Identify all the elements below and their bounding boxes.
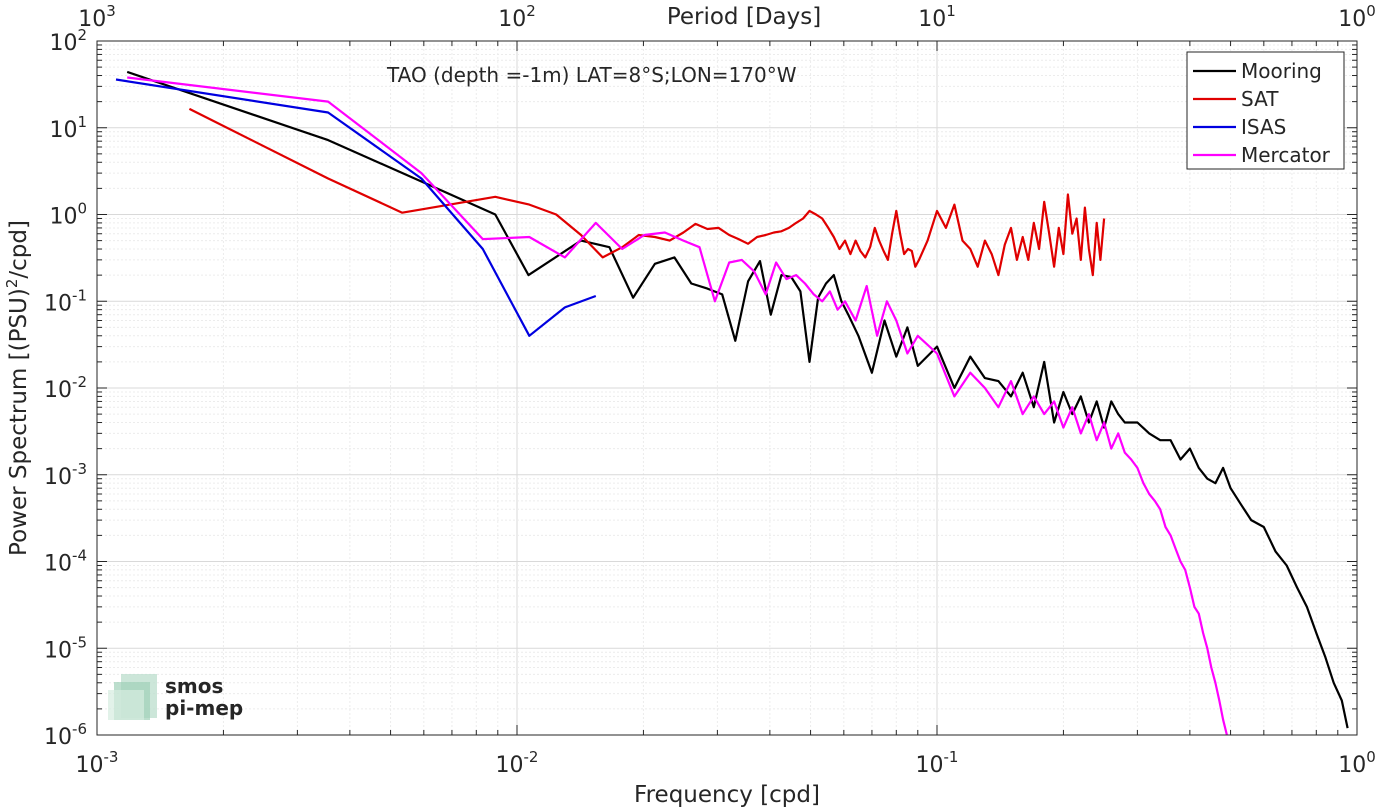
series-line-mercator [127, 76, 1228, 736]
series-line-mooring [126, 70, 1349, 729]
y-axis-label-tail: /cpd] [6, 220, 32, 279]
y-tick-label: 100 [49, 200, 87, 230]
tick-marks [96, 41, 1357, 736]
x-tick-label: 10-2 [496, 748, 539, 778]
x-tick-label: 100 [1338, 748, 1376, 778]
logo-mark-front [108, 690, 144, 720]
smos-logo: smos pi-mep [108, 674, 243, 720]
series-line-sat [188, 107, 1106, 277]
legend: Mooring SAT ISAS Mercator [1186, 51, 1345, 170]
series-line-isas [115, 78, 597, 337]
top-tick-label: 100 [1338, 2, 1376, 32]
y-tick-label: 10-2 [44, 373, 87, 403]
legend-label-isas: ISAS [1241, 115, 1286, 139]
top-axis-label: Period [Days] [667, 4, 821, 30]
logo-text-line2: pi-mep [165, 696, 243, 720]
y-tick-labels: 102 101 100 10-1 10-2 10-3 10-4 10-5 10-6 [44, 26, 87, 750]
y-tick-label: 10-1 [44, 286, 87, 316]
logo-text-line1: smos [165, 674, 223, 698]
series-layer [115, 70, 1349, 736]
top-tick-label: 103 [78, 2, 116, 32]
legend-label-mooring: Mooring [1241, 59, 1322, 83]
y-tick-label: 10-6 [44, 720, 87, 750]
grid [96, 41, 1357, 736]
y-tick-label: 10-5 [44, 633, 87, 663]
y-axis-label: Power Spectrum [(PSU)2/cpd] [3, 220, 32, 556]
x-tick-label: 10-1 [916, 748, 959, 778]
legend-label-mercator: Mercator [1241, 143, 1331, 167]
x-tick-label: 10-3 [76, 748, 119, 778]
top-tick-labels: 103 102 101 100 [78, 2, 1376, 32]
y-axis-label-main: Power Spectrum [(PSU) [6, 288, 32, 556]
top-tick-label: 102 [498, 2, 536, 32]
y-tick-label: 101 [49, 113, 87, 143]
y-axis-label-sup: 2 [3, 279, 21, 289]
legend-label-sat: SAT [1241, 87, 1279, 111]
legend-items: Mooring SAT ISAS Mercator [1193, 59, 1331, 167]
y-tick-label: 10-3 [44, 460, 87, 490]
y-tick-label: 10-4 [44, 547, 87, 577]
y-tick-label: 102 [49, 26, 87, 56]
top-tick-label: 101 [918, 2, 956, 32]
x-tick-labels: 10-3 10-2 10-1 100 [76, 748, 1376, 778]
x-axis-label: Frequency [cpd] [634, 782, 820, 808]
chart-title: TAO (depth =-1m) LAT=8°S;LON=170°W [386, 63, 797, 87]
